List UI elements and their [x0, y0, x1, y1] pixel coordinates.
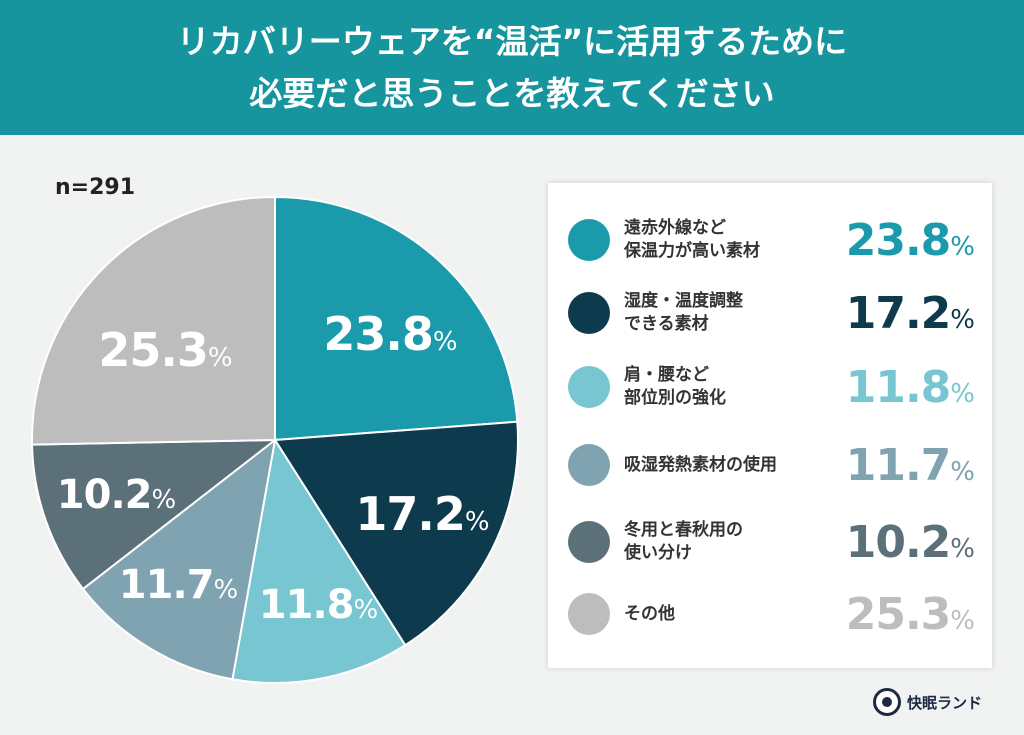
legend-label: 吸湿発熱素材の使用 — [624, 454, 777, 475]
legend-swatch — [568, 521, 610, 563]
legend-swatch — [568, 593, 610, 635]
legend: 遠赤外線など 保温力が高い素材 23.8% 湿度・温度調整 できる素材 17.2% … — [548, 183, 992, 668]
legend-value: 10.2% — [845, 516, 975, 568]
legend-value: 17.2% — [845, 287, 975, 339]
legend-label: 遠赤外線など 保温力が高い素材 — [624, 218, 760, 261]
legend-label: 冬用と春秋用の 使い分け — [624, 520, 743, 563]
legend-value: 25.3% — [845, 588, 975, 640]
legend-label: その他 — [624, 603, 675, 624]
legend-label: 肩・腰など 部位別の強化 — [624, 365, 726, 408]
legend-item: 湿度・温度調整 できる素材 17.2% — [548, 278, 992, 348]
legend-item: 吸湿発熱素材の使用 11.7% — [548, 430, 992, 500]
pie-slice — [274, 195, 519, 442]
title-banner: リカバリーウェアを“温活”に活用するために 必要だと思うことを教えてください — [0, 0, 1024, 135]
pie-slice — [273, 420, 519, 647]
brand-name: 快眠ランド — [907, 693, 983, 712]
title-line-1: リカバリーウェアを“温活”に活用するために — [176, 22, 848, 61]
pie-slice — [31, 438, 278, 591]
legend-value: 11.7% — [845, 439, 975, 491]
legend-swatch — [568, 219, 610, 261]
brand-logo: 快眠ランド — [873, 688, 982, 716]
legend-value: 11.8% — [845, 361, 975, 413]
pie-chart: 23.8%17.2%11.8%11.7%10.2%25.3% — [31, 195, 519, 684]
pie-slice — [31, 195, 276, 446]
legend-item: その他 25.3% — [548, 579, 992, 649]
sample-size: n=291 — [55, 175, 136, 200]
legend-item: 肩・腰など 部位別の強化 11.8% — [548, 352, 992, 422]
pie-slice — [231, 437, 407, 684]
legend-swatch — [568, 366, 610, 408]
legend-item: 遠赤外線など 保温力が高い素材 23.8% — [548, 205, 992, 275]
pie-data-label: 11.7% — [119, 562, 238, 608]
brand-logo-icon — [873, 688, 901, 716]
title-line-2: 必要だと思うことを教えてください — [249, 74, 775, 113]
legend-item: 冬用と春秋用の 使い分け 10.2% — [548, 507, 992, 577]
legend-label: 湿度・温度調整 できる素材 — [624, 291, 743, 334]
legend-value: 23.8% — [845, 214, 975, 266]
pie-slice — [81, 437, 277, 681]
legend-swatch — [568, 292, 610, 334]
legend-swatch — [568, 444, 610, 486]
